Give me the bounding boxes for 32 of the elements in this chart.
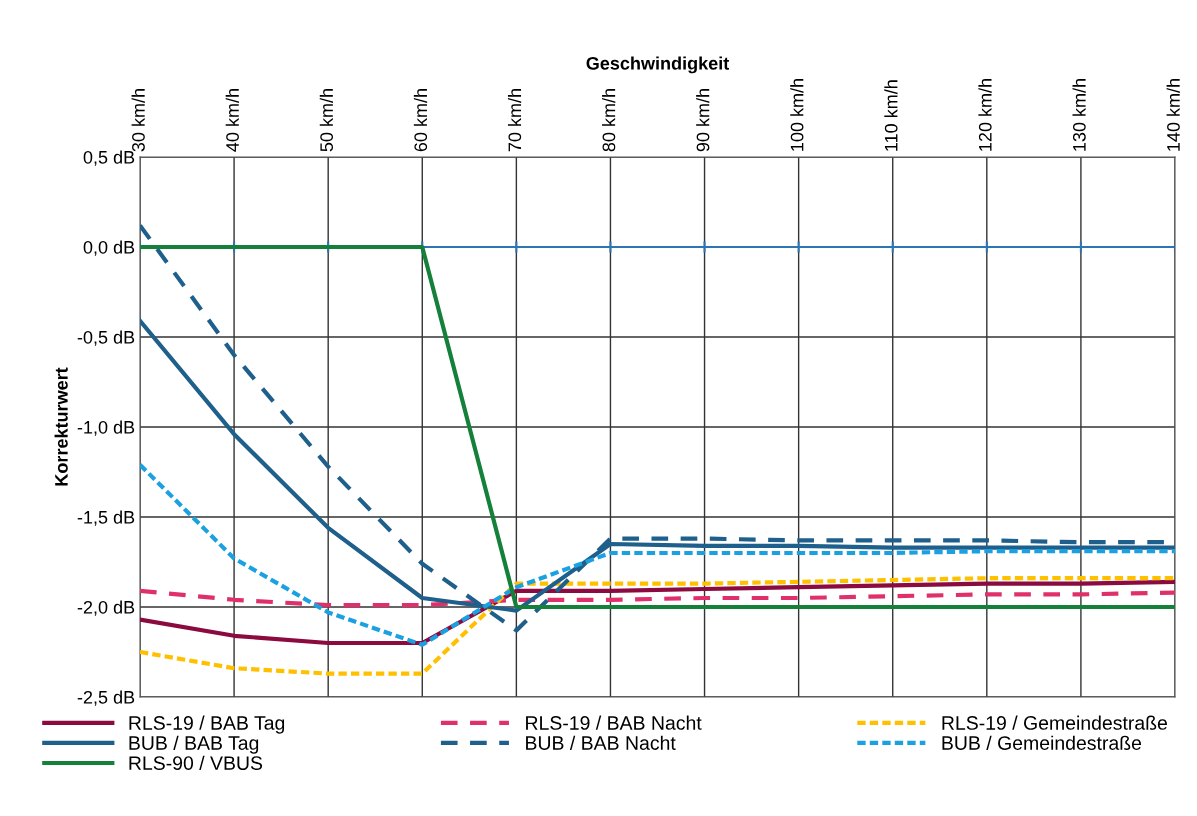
y-tick-label: 0,5 dB: [83, 150, 135, 166]
y-tick-label: -0,5 dB: [77, 330, 135, 346]
line-series: [140, 462, 1175, 647]
legend-label: BUB / BAB Tag: [129, 735, 259, 754]
x-tick-label: 40 km/h: [225, 89, 239, 152]
legend-label: BUB / Gemeindestraße: [942, 735, 1142, 750]
legend-label: RLS-19 / BAB Tag: [129, 715, 285, 734]
x-tick-label: 90 km/h: [696, 89, 710, 152]
x-tick-label: 140 km/h: [1166, 79, 1180, 151]
x-tick-label: 100 km/h: [790, 79, 804, 151]
x-tick-label: 110 km/h: [884, 80, 898, 151]
x-tick-label: 50 km/h: [319, 89, 334, 152]
y-tick-label: -1,5 dB: [77, 510, 135, 526]
line-series: [140, 579, 1175, 646]
x-tick-label: 30 km/h: [131, 89, 145, 152]
x-axis-title: Geschwindigkeit: [586, 56, 730, 74]
legend-label: RLS-90 / VBUS: [129, 755, 263, 770]
x-tick-label: 60 km/h: [413, 89, 428, 152]
line-series: [140, 576, 1175, 676]
legend-label: RLS-19 / Gemeindestraße: [942, 715, 1167, 730]
legend-label: BUB / BAB Nacht: [526, 735, 676, 750]
y-tick-label: 0,0 dB: [83, 240, 135, 256]
x-tick-label: 130 km/h: [1072, 79, 1086, 151]
legend-label: RLS-19 / BAB Nacht: [526, 715, 702, 730]
line-series: [140, 588, 1175, 608]
y-tick-label: -1,0 dB: [77, 420, 135, 436]
y-axis-title: Korrekturwert: [54, 367, 68, 486]
x-tick-label: 120 km/h: [978, 79, 992, 151]
y-tick-label: -2,5 dB: [77, 690, 135, 706]
y-tick-label: -2,0 dB: [77, 600, 135, 616]
x-tick-label: 80 km/h: [602, 89, 616, 152]
x-tick-label: 70 km/h: [507, 89, 522, 152]
